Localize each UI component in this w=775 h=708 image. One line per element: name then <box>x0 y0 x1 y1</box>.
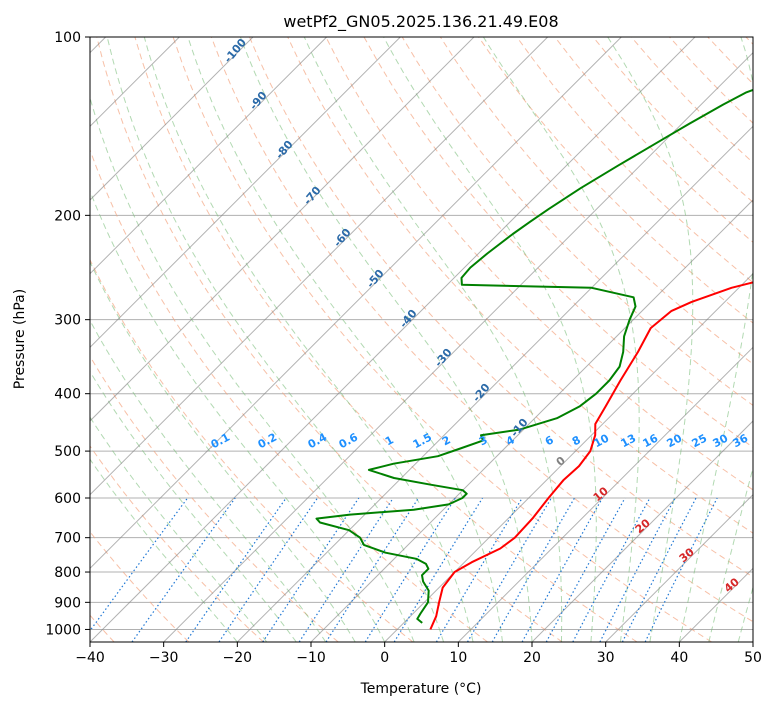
x-tick-label: 50 <box>744 650 762 666</box>
mixing-ratio-line <box>364 497 456 642</box>
moist-adiabat <box>90 260 356 642</box>
pressure-gridlines <box>90 36 753 630</box>
isotherm <box>605 493 753 642</box>
dry-adiabat <box>90 258 414 642</box>
mixing-ratio-label: 13 <box>619 432 639 451</box>
dry-adiabat <box>90 445 264 642</box>
isotherm <box>90 37 475 422</box>
mixing-ratio-label: 10 <box>592 431 612 450</box>
mixing-ratio-line <box>599 497 676 642</box>
profile-lines <box>315 88 753 630</box>
temperature-profile-line <box>429 281 753 630</box>
plot-frame <box>89 36 754 643</box>
y-tick-label: 200 <box>54 208 81 224</box>
moist-adiabat <box>708 466 753 642</box>
isotherm <box>752 641 753 642</box>
x-tick-label: 10 <box>449 650 467 666</box>
x-tick-label: 0 <box>380 650 389 666</box>
moist-adiabat <box>239 37 533 642</box>
y-tick-label: 400 <box>54 387 81 403</box>
isotherm <box>531 420 753 642</box>
isotherm <box>90 37 622 570</box>
mixing-ratio-label: 30 <box>711 431 731 450</box>
thermo-background-lines <box>90 37 753 642</box>
mixing-ratio-line <box>131 497 236 642</box>
y-axis-label: Pressure (hPa) <box>12 289 28 389</box>
moist-adiabat <box>90 319 327 642</box>
mixing-ratio-label: 25 <box>690 432 710 451</box>
moist-adiabat <box>187 37 503 642</box>
moist-adiabat <box>737 585 753 642</box>
x-tick-label: −20 <box>223 650 253 666</box>
dry-adiabat <box>287 37 753 534</box>
dewpoint-profile-line <box>315 88 753 624</box>
isotherm <box>236 125 753 642</box>
mixing-ratio-label: 36 <box>731 431 751 450</box>
x-tick-label: 30 <box>597 650 615 666</box>
dry-adiabat <box>90 355 339 642</box>
dry-adiabat <box>96 37 563 642</box>
isotherm <box>457 346 753 642</box>
moist-adiabat <box>482 37 640 642</box>
y-tick-label: 700 <box>54 531 81 547</box>
x-tick-label: 40 <box>670 650 688 666</box>
moist-adiabat <box>90 458 238 642</box>
isotherm <box>384 272 753 642</box>
moist-adiabat <box>678 37 753 642</box>
isotherm <box>310 199 753 642</box>
moist-adiabat <box>607 37 694 642</box>
axes: −40 −30 −20 −10 0 10 20 30 40 50 100 200 300 400 500 60… <box>45 30 762 666</box>
moist-adiabat <box>90 189 386 642</box>
mixing-ratio-line <box>621 497 697 642</box>
moist-adiabat <box>90 370 297 642</box>
mixing-ratio-line <box>572 497 651 642</box>
chart-title: wetPf2_GN05.2025.136.21.49.E08 <box>283 12 558 32</box>
mixing-ratio-label: 16 <box>641 431 661 450</box>
isotherm <box>90 37 328 275</box>
dry-adiabat <box>172 37 712 642</box>
y-tick-label: 1000 <box>45 622 81 638</box>
isotherm <box>90 37 254 201</box>
moist-adiabat <box>90 416 268 642</box>
x-tick-label: −40 <box>75 650 105 666</box>
mixing-ratio-line <box>644 497 718 642</box>
x-tick-label: −10 <box>296 650 326 666</box>
x-tick-label: −30 <box>149 650 179 666</box>
moist-adiabat <box>303 37 563 642</box>
y-tick-label: 600 <box>54 491 81 507</box>
mixing-ratio-line <box>435 497 523 642</box>
dry-adiabat <box>516 37 753 284</box>
y-tick-label: 900 <box>54 595 81 611</box>
moist-adiabat <box>143 37 474 642</box>
mixing-ratio-line <box>393 497 484 642</box>
y-tick-label: 300 <box>54 313 81 329</box>
x-tick-label: 20 <box>523 650 541 666</box>
isotherm <box>90 37 696 642</box>
y-tick-label: 800 <box>54 565 81 581</box>
plot-background <box>90 37 753 642</box>
isotherm <box>163 51 753 642</box>
dry-adiabat <box>249 37 753 578</box>
dry-adiabat <box>210 37 753 623</box>
mixing-ratio-label: 20 <box>665 431 685 450</box>
isotherm <box>90 37 401 349</box>
dry-adiabat <box>325 37 753 491</box>
moist-adiabat <box>383 37 597 642</box>
dry-adiabat <box>134 37 638 642</box>
y-tick-label: 100 <box>54 30 81 46</box>
y-tick-label: 500 <box>54 444 81 460</box>
x-axis-label: Temperature (°C) <box>360 681 482 697</box>
mixing-ratio-line <box>90 497 189 632</box>
mixing-ratio-line <box>545 497 626 642</box>
isotherm <box>90 37 549 496</box>
